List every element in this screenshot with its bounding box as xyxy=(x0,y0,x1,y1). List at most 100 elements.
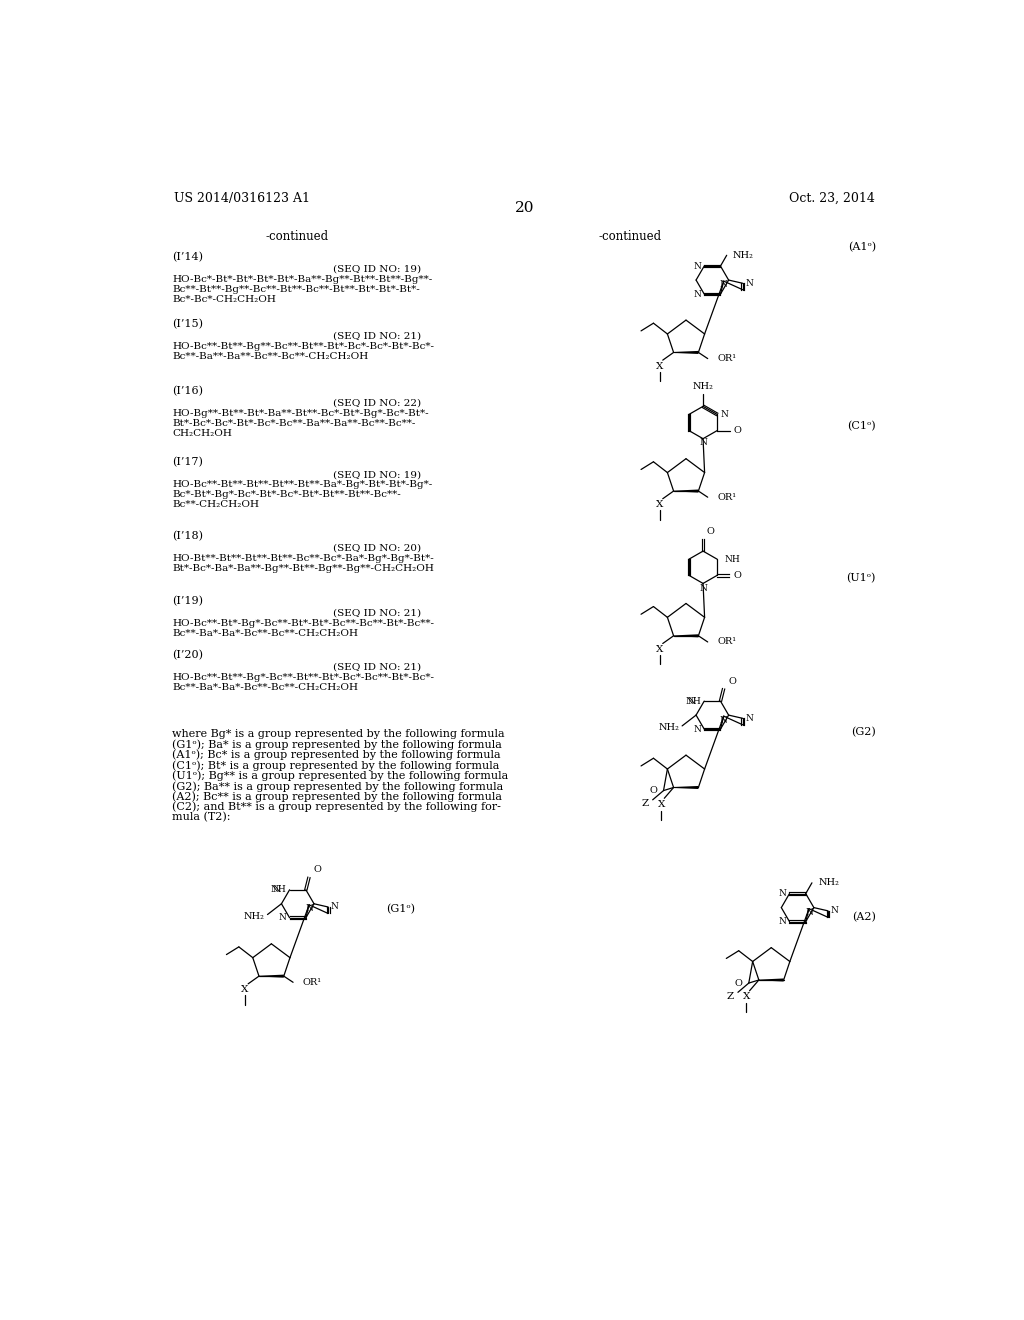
Text: US 2014/0316123 A1: US 2014/0316123 A1 xyxy=(174,191,310,205)
Text: N: N xyxy=(745,714,753,723)
Text: (G1ᵒ); Ba* is a group represented by the following formula: (G1ᵒ); Ba* is a group represented by the… xyxy=(172,739,502,750)
Polygon shape xyxy=(259,974,284,978)
Text: N: N xyxy=(305,904,313,913)
Text: HO-Bc*-Bt*-Bt*-Bt*-Bt*-Ba**-Bg**-Bt**-Bt**-Bg**-: HO-Bc*-Bt*-Bt*-Bt*-Bt*-Ba**-Bg**-Bt**-Bt… xyxy=(172,275,432,284)
Text: Bc**-Ba**-Ba**-Bc**-Bc**-CH₂CH₂OH: Bc**-Ba**-Ba**-Bc**-Bc**-CH₂CH₂OH xyxy=(172,352,369,360)
Text: N: N xyxy=(331,903,338,912)
Text: (I’19): (I’19) xyxy=(172,597,203,606)
Text: X: X xyxy=(656,362,664,371)
Text: (SEQ ID NO: 21): (SEQ ID NO: 21) xyxy=(333,663,421,672)
Text: (U1ᵒ); Bg** is a group represented by the following formula: (U1ᵒ); Bg** is a group represented by th… xyxy=(172,771,509,781)
Text: Bc**-CH₂CH₂OH: Bc**-CH₂CH₂OH xyxy=(172,500,259,510)
Text: (I’17): (I’17) xyxy=(172,458,203,467)
Text: HO-Bc**-Bt**-Bg**-Bc**-Bt**-Bt*-Bc*-Bc*-Bt*-Bc*-: HO-Bc**-Bt**-Bg**-Bc**-Bt**-Bt*-Bc*-Bc*-… xyxy=(172,342,434,351)
Text: NH₂: NH₂ xyxy=(692,381,714,391)
Text: X: X xyxy=(242,986,249,994)
Text: (SEQ ID NO: 19): (SEQ ID NO: 19) xyxy=(333,265,421,273)
Text: O: O xyxy=(733,426,741,436)
Polygon shape xyxy=(674,351,698,354)
Polygon shape xyxy=(759,978,783,982)
Text: OR¹: OR¹ xyxy=(717,354,736,363)
Text: NH: NH xyxy=(270,886,287,894)
Text: (A2): (A2) xyxy=(852,912,876,921)
Text: N: N xyxy=(699,583,707,593)
Text: HO-Bt**-Bt**-Bt**-Bt**-Bc**-Bc*-Ba*-Bg*-Bg*-Bt*-: HO-Bt**-Bt**-Bt**-Bt**-Bc**-Bc*-Ba*-Bg*-… xyxy=(172,553,434,562)
Text: X: X xyxy=(657,800,665,809)
Text: (C2); and Bt** is a group represented by the following for-: (C2); and Bt** is a group represented by… xyxy=(172,801,501,812)
Text: O: O xyxy=(313,866,322,874)
Text: (C1ᵒ); Bt* is a group represented by the following formula: (C1ᵒ); Bt* is a group represented by the… xyxy=(172,760,500,771)
Text: CH₂CH₂OH: CH₂CH₂OH xyxy=(172,429,232,438)
Text: HO-Bc**-Bt**-Bg*-Bc**-Bt**-Bt*-Bc*-Bc**-Bt*-Bc*-: HO-Bc**-Bt**-Bg*-Bc**-Bt**-Bt*-Bc*-Bc**-… xyxy=(172,673,434,682)
Text: NH: NH xyxy=(725,554,740,564)
Text: (A2); Bc** is a group represented by the following formula: (A2); Bc** is a group represented by the… xyxy=(172,792,502,803)
Text: O: O xyxy=(649,787,657,795)
Text: Bc**-Ba*-Ba*-Bc**-Bc**-CH₂CH₂OH: Bc**-Ba*-Ba*-Bc**-Bc**-CH₂CH₂OH xyxy=(172,682,358,692)
Text: -continued: -continued xyxy=(599,231,662,243)
Text: X: X xyxy=(742,993,751,1002)
Text: N: N xyxy=(745,279,753,288)
Text: mula (T2):: mula (T2): xyxy=(172,812,230,822)
Polygon shape xyxy=(674,490,698,492)
Text: (SEQ ID NO: 22): (SEQ ID NO: 22) xyxy=(333,399,421,408)
Text: NH₂: NH₂ xyxy=(658,723,679,731)
Text: -continued: -continued xyxy=(265,231,329,243)
Text: N: N xyxy=(687,697,695,706)
Text: O: O xyxy=(728,677,736,685)
Text: (I’14): (I’14) xyxy=(172,252,203,263)
Text: Bt*-Bc*-Bc*-Bt*-Bc*-Bc**-Ba**-Ba**-Bc**-Bc**-: Bt*-Bc*-Bc*-Bt*-Bc*-Bc**-Ba**-Ba**-Bc**-… xyxy=(172,418,416,428)
Text: NH: NH xyxy=(685,697,701,706)
Text: N: N xyxy=(272,886,281,894)
Text: (A1ᵒ); Bc* is a group represented by the following formula: (A1ᵒ); Bc* is a group represented by the… xyxy=(172,750,501,760)
Text: N: N xyxy=(720,280,728,289)
Text: N: N xyxy=(693,289,701,298)
Text: Bc**-Ba*-Ba*-Bc**-Bc**-CH₂CH₂OH: Bc**-Ba*-Ba*-Bc**-Bc**-CH₂CH₂OH xyxy=(172,630,358,638)
Polygon shape xyxy=(674,635,698,638)
Text: Bc*-Bc*-CH₂CH₂OH: Bc*-Bc*-CH₂CH₂OH xyxy=(172,294,276,304)
Text: (I’15): (I’15) xyxy=(172,319,203,329)
Text: Bt*-Bc*-Ba*-Ba**-Bg**-Bt**-Bg**-Bg**-CH₂CH₂OH: Bt*-Bc*-Ba*-Ba**-Bg**-Bt**-Bg**-Bg**-CH₂… xyxy=(172,564,434,573)
Text: where Bg* is a group represented by the following formula: where Bg* is a group represented by the … xyxy=(172,730,505,739)
Text: (C1ᵒ): (C1ᵒ) xyxy=(847,421,876,432)
Text: N: N xyxy=(693,261,701,271)
Text: Bc*-Bt*-Bg*-Bc*-Bt*-Bc*-Bt*-Bt**-Bt**-Bc**-: Bc*-Bt*-Bg*-Bc*-Bt*-Bc*-Bt*-Bt**-Bt**-Bc… xyxy=(172,491,401,499)
Text: (I’16): (I’16) xyxy=(172,385,203,396)
Text: OR¹: OR¹ xyxy=(302,978,322,987)
Text: NH₂: NH₂ xyxy=(818,878,839,887)
Text: HO-Bc**-Bt**-Bt**-Bt**-Bt**-Ba*-Bg*-Bt*-Bt*-Bg*-: HO-Bc**-Bt**-Bt**-Bt**-Bt**-Ba*-Bg*-Bt*-… xyxy=(172,480,432,490)
Text: NH₂: NH₂ xyxy=(244,912,264,920)
Text: HO-Bg**-Bt**-Bt*-Ba**-Bt**-Bc*-Bt*-Bg*-Bc*-Bt*-: HO-Bg**-Bt**-Bt*-Ba**-Bt**-Bc*-Bt*-Bg*-B… xyxy=(172,409,429,417)
Text: N: N xyxy=(778,890,786,898)
Text: X: X xyxy=(656,500,664,510)
Text: 20: 20 xyxy=(515,202,535,215)
Text: N: N xyxy=(830,907,839,915)
Text: (I’18): (I’18) xyxy=(172,531,203,541)
Polygon shape xyxy=(674,785,698,789)
Text: (SEQ ID NO: 21): (SEQ ID NO: 21) xyxy=(333,609,421,618)
Text: OR¹: OR¹ xyxy=(717,638,736,647)
Text: (SEQ ID NO: 19): (SEQ ID NO: 19) xyxy=(333,470,421,479)
Text: (G2); Ba** is a group represented by the following formula: (G2); Ba** is a group represented by the… xyxy=(172,781,504,792)
Text: O: O xyxy=(733,570,741,579)
Text: (I’20): (I’20) xyxy=(172,649,203,660)
Text: N: N xyxy=(699,438,707,447)
Text: (SEQ ID NO: 21): (SEQ ID NO: 21) xyxy=(333,331,421,341)
Text: X: X xyxy=(656,645,664,655)
Text: Z: Z xyxy=(642,799,649,808)
Text: N: N xyxy=(279,913,287,923)
Text: Z: Z xyxy=(727,991,734,1001)
Text: (A1ᵒ): (A1ᵒ) xyxy=(848,242,876,252)
Text: N: N xyxy=(720,411,728,418)
Text: Bc**-Bt**-Bg**-Bc**-Bt**-Bc**-Bt**-Bt*-Bt*-Bt*-: Bc**-Bt**-Bg**-Bc**-Bt**-Bc**-Bt**-Bt*-B… xyxy=(172,285,420,294)
Text: NH₂: NH₂ xyxy=(733,251,754,260)
Text: N: N xyxy=(720,715,728,725)
Text: N: N xyxy=(693,725,701,734)
Text: (SEQ ID NO: 20): (SEQ ID NO: 20) xyxy=(333,544,421,553)
Text: N: N xyxy=(778,917,786,927)
Text: (U1ᵒ): (U1ᵒ) xyxy=(847,573,876,583)
Text: O: O xyxy=(734,978,742,987)
Text: N: N xyxy=(805,908,813,917)
Text: (G1ᵒ): (G1ᵒ) xyxy=(386,904,415,915)
Text: HO-Bc**-Bt*-Bg*-Bc**-Bt*-Bt*-Bc**-Bc**-Bt*-Bc**-: HO-Bc**-Bt*-Bg*-Bc**-Bt*-Bt*-Bc**-Bc**-B… xyxy=(172,619,434,628)
Text: OR¹: OR¹ xyxy=(717,492,736,502)
